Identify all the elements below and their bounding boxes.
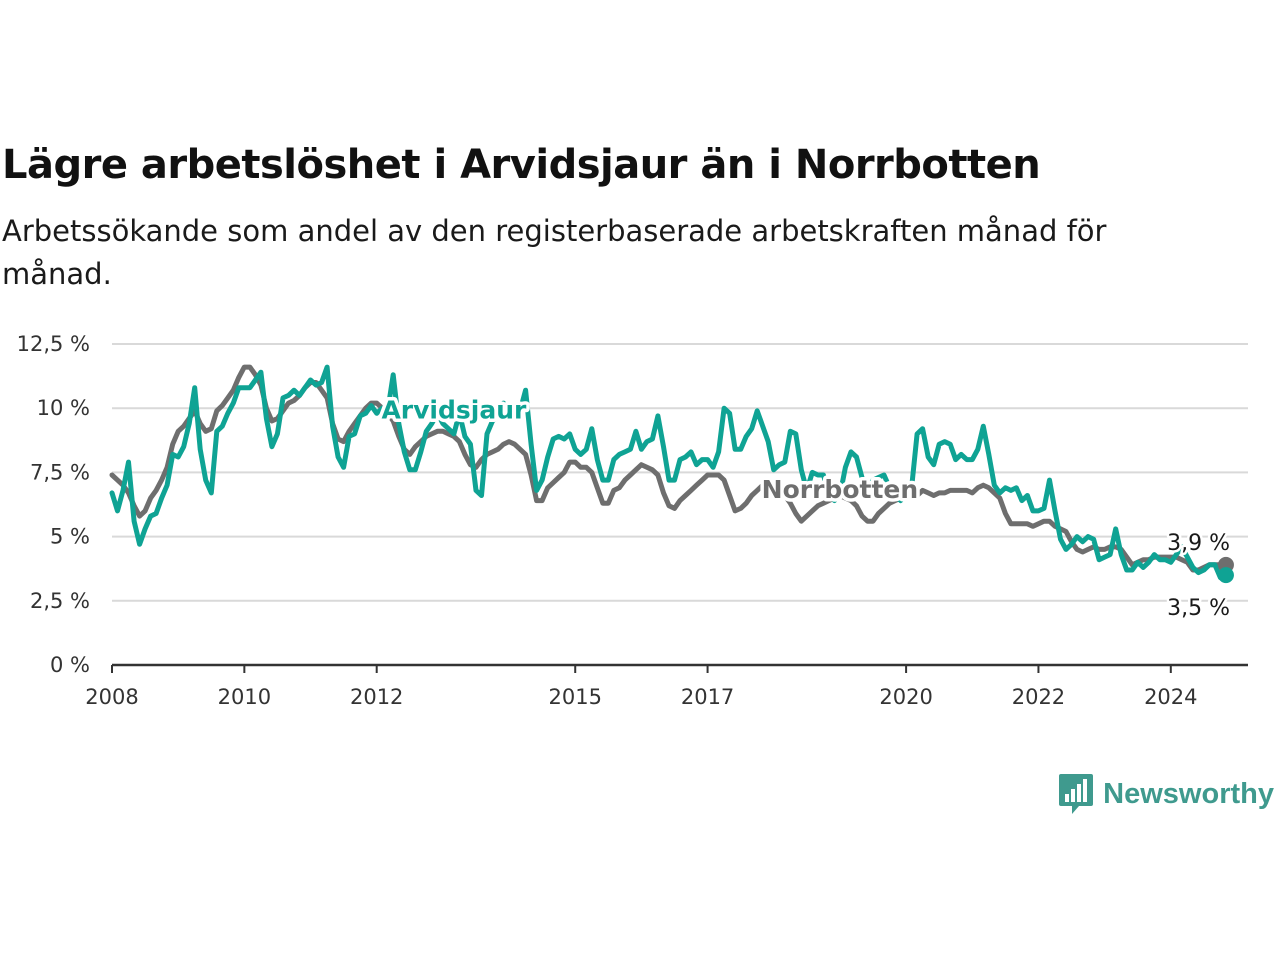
series-labels: Arvidsjaur Norrbotten 3,5 % 3,9 % (378, 392, 1233, 624)
page-subtitle: Arbetssökande som andel av den registerb… (2, 214, 1107, 291)
y-axis-tick-labels: 0 % 2,5 % 5 % 7,5 % 10 % 12,5 % (17, 332, 90, 677)
x-tick-label: 2015 (548, 685, 601, 709)
x-tick-label: 2024 (1144, 685, 1197, 709)
y-tick-label: 7,5 % (30, 460, 90, 484)
line-chart: 0 %2,5 %5 %7,5 %10 %12,5 % 2008 2010 2012 2… (17, 332, 1248, 709)
x-axis-ticks: 2008 2010 2012 2015 2017 2020 2022 2024 (85, 665, 1198, 709)
x-tick-label: 2020 (879, 685, 932, 709)
newsworthy-logo: Newsworthy (1057, 772, 1274, 816)
series-name-label: Arvidsjaur (381, 395, 527, 424)
page-title: Lägre arbetslöshet i Arvidsjaur än i Nor… (2, 142, 1041, 188)
grid-lines (112, 343, 1248, 602)
y-tick-label: 0 % (50, 653, 90, 677)
x-tick-label: 2012 (350, 685, 403, 709)
y-tick-label: 12,5 % (17, 332, 90, 356)
y-tick-label: 2,5 % (30, 589, 90, 613)
bar-chart-speech-bubble-icon (1059, 774, 1094, 814)
series-line-arvidsjaur (109, 364, 1229, 581)
x-tick-label: 2017 (681, 685, 734, 709)
series-name-label: Norrbotten (762, 475, 918, 504)
x-tick-label: 2022 (1012, 685, 1065, 709)
y-tick-label: 5 % (50, 525, 90, 549)
y-tick-label: 10 % (37, 396, 90, 420)
x-tick-label: 2010 (218, 685, 271, 709)
series-end-value-label: 3,5 % (1167, 596, 1230, 621)
x-tick-label: 2008 (85, 685, 138, 709)
brand-name: Newsworthy (1103, 777, 1274, 810)
series-end-marker (1217, 567, 1234, 584)
series-end-value-label: 3,9 % (1167, 531, 1230, 556)
series-lines (109, 364, 1234, 584)
